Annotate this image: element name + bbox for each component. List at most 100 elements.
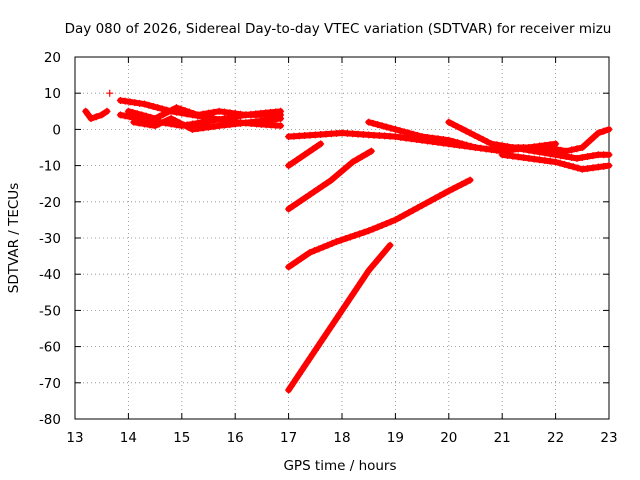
data-point xyxy=(552,158,560,166)
data-point xyxy=(199,124,207,132)
data-point xyxy=(210,116,218,124)
data-point xyxy=(414,131,422,139)
data-point xyxy=(360,228,368,236)
series-early_point xyxy=(106,89,114,97)
data-point xyxy=(151,115,159,123)
data-point xyxy=(561,160,568,168)
data-point xyxy=(309,350,317,358)
data-point xyxy=(328,239,336,247)
data-point xyxy=(482,145,490,153)
data-point xyxy=(199,110,207,118)
data-point xyxy=(562,147,570,155)
data-point xyxy=(573,145,581,153)
data-point xyxy=(277,122,285,130)
data-point xyxy=(131,99,139,107)
data-point xyxy=(301,151,309,159)
data-point xyxy=(285,205,293,213)
y-tick-label: -20 xyxy=(39,195,61,211)
data-point xyxy=(315,245,323,253)
data-point xyxy=(247,118,255,126)
data-point xyxy=(594,163,602,171)
data-point xyxy=(289,159,297,167)
data-point xyxy=(155,120,163,128)
data-point xyxy=(145,101,153,109)
data-point xyxy=(346,233,354,241)
data-point xyxy=(423,199,431,207)
data-point xyxy=(342,235,350,243)
data-point xyxy=(498,151,506,159)
data-point xyxy=(589,164,597,172)
data-point xyxy=(140,100,148,108)
data-point xyxy=(383,245,391,253)
data-point xyxy=(546,157,554,165)
data-point xyxy=(514,153,522,161)
data-point xyxy=(92,113,100,121)
data-point xyxy=(445,118,453,126)
data-point xyxy=(369,225,377,233)
data-point xyxy=(334,170,342,178)
data-point xyxy=(221,115,229,123)
data-point xyxy=(594,129,602,137)
data-point xyxy=(600,127,608,135)
y-tick-label: -40 xyxy=(39,267,61,283)
data-point xyxy=(231,120,239,128)
data-point xyxy=(418,133,426,141)
data-point xyxy=(365,227,373,235)
data-point xyxy=(458,180,466,188)
data-point xyxy=(172,104,180,112)
data-point xyxy=(463,141,471,149)
data-point xyxy=(171,117,179,125)
data-point xyxy=(290,378,298,386)
y-tick-label: -10 xyxy=(39,159,61,175)
data-point xyxy=(467,142,475,150)
data-point xyxy=(470,131,478,139)
y-tick-label: -50 xyxy=(39,303,61,319)
x-tick-label: 19 xyxy=(387,430,404,446)
x-tick-label: 22 xyxy=(547,430,564,446)
data-point xyxy=(98,111,106,119)
data-point xyxy=(565,162,573,170)
data-point xyxy=(458,125,466,133)
data-point xyxy=(319,334,327,342)
data-point xyxy=(285,263,293,271)
data-point xyxy=(391,216,399,224)
data-point xyxy=(351,231,359,239)
data-point xyxy=(351,286,359,294)
data-point xyxy=(387,218,395,226)
data-point xyxy=(374,256,382,264)
data-point xyxy=(359,275,367,283)
data-point xyxy=(582,140,590,148)
data-point xyxy=(221,121,229,129)
data-point xyxy=(409,130,417,138)
series-arc_b xyxy=(285,147,375,213)
data-point xyxy=(374,121,382,129)
data-point xyxy=(341,302,349,310)
data-point xyxy=(466,129,474,137)
data-point xyxy=(445,187,453,195)
data-point xyxy=(297,153,305,161)
series-arc_c xyxy=(285,176,474,271)
data-point xyxy=(378,221,386,229)
data-point xyxy=(342,164,350,172)
data-point xyxy=(525,154,533,162)
data-point xyxy=(343,298,351,306)
data-point xyxy=(129,109,137,117)
data-point xyxy=(568,153,576,161)
x-tick-label: 18 xyxy=(333,430,350,446)
data-point xyxy=(440,189,448,197)
data-point xyxy=(82,107,90,115)
data-point xyxy=(378,122,386,130)
data-point xyxy=(103,107,111,115)
data-point xyxy=(277,107,285,115)
data-point xyxy=(331,173,339,181)
data-point xyxy=(365,267,373,275)
data-point xyxy=(605,151,613,159)
data-point xyxy=(434,135,442,143)
data-point xyxy=(185,108,193,116)
data-point xyxy=(353,155,361,163)
data-point xyxy=(231,109,239,117)
data-point xyxy=(578,144,586,151)
data-point xyxy=(215,115,223,123)
data-point xyxy=(210,123,218,131)
data-point xyxy=(130,118,138,126)
